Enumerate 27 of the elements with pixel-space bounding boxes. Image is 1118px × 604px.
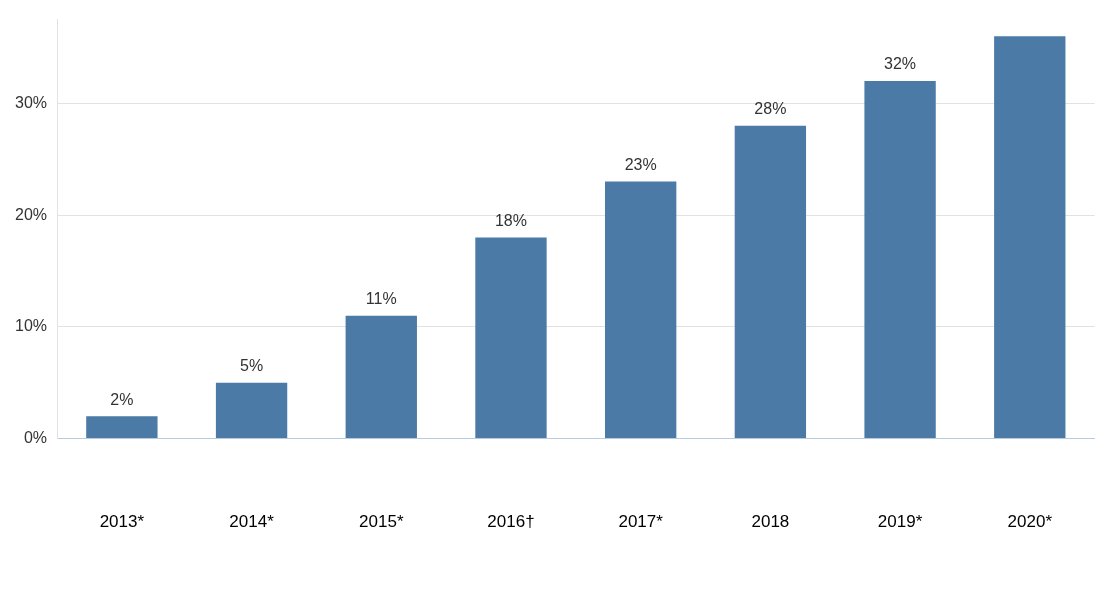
x-tick-label: 2017* <box>618 512 664 532</box>
bar <box>994 36 1066 439</box>
bar <box>86 416 158 439</box>
bar <box>345 315 417 439</box>
x-tick-label: 2020* <box>1007 512 1053 532</box>
bar <box>475 237 547 439</box>
y-tick-label: 0% <box>23 429 48 447</box>
bar <box>215 382 288 439</box>
y-tick-label: 20% <box>14 205 48 223</box>
data-label: 11% <box>365 290 397 308</box>
data-label: 5% <box>240 357 264 375</box>
data-label: 32% <box>884 55 917 73</box>
x-tick-label: 2013* <box>99 512 145 532</box>
bar <box>605 181 677 439</box>
x-tick-label: 2019* <box>877 512 923 532</box>
bar <box>864 81 936 439</box>
x-tick-label: 2016† <box>487 512 535 532</box>
data-label: 2% <box>110 390 134 408</box>
data-label: 18% <box>494 211 527 229</box>
y-tick-label: 30% <box>14 93 48 111</box>
y-tick-label: 10% <box>14 317 48 335</box>
data-label: 23% <box>624 156 657 174</box>
bar <box>734 125 807 439</box>
x-tick-label: 2018 <box>751 512 790 532</box>
x-tick-label: 2014* <box>229 512 275 532</box>
x-tick-label: 2015* <box>359 512 404 532</box>
data-label: 28% <box>754 100 787 118</box>
